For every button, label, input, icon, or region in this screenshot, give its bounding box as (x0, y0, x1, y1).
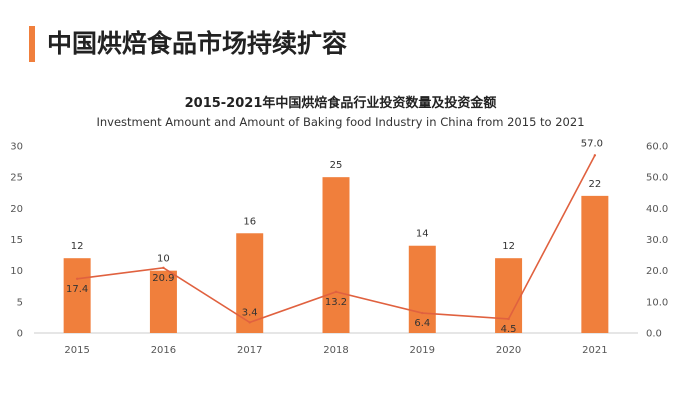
y-right-tick-label: 0.0 (646, 329, 662, 340)
title-accent-bar (29, 26, 35, 62)
line-point (75, 277, 79, 280)
line-point (593, 154, 597, 157)
bar-value-label: 12 (502, 241, 515, 252)
y-left-tick-label: 5 (17, 297, 23, 308)
chart-subtitle: Investment Amount and Amount of Baking f… (96, 115, 585, 129)
line-point (334, 290, 338, 294)
y-right-tick-label: 10.0 (646, 297, 668, 308)
y-right-tick-label: 60.0 (646, 142, 668, 153)
x-tick-label: 2017 (237, 345, 262, 356)
line-value-label: 17.4 (66, 284, 88, 295)
y-right-tick-label: 40.0 (646, 204, 668, 215)
line-point (421, 311, 424, 315)
y-left-tick-label: 15 (10, 235, 23, 246)
x-tick-label: 2016 (151, 345, 176, 356)
bar-value-label: 14 (416, 229, 429, 240)
x-tick-label: 2018 (323, 345, 348, 356)
bar-value-label: 22 (588, 179, 601, 190)
chart-title: 2015-2021年中国烘焙食品行业投资数量及投资金额 (184, 96, 497, 111)
bar-series (63, 177, 609, 333)
page-title: 中国烘焙食品市场持续扩容 (47, 29, 348, 58)
line-point (507, 317, 510, 321)
bar-value-label: 16 (243, 216, 256, 227)
y-left-tick-label: 20 (10, 204, 23, 215)
x-tick-label: 2015 (64, 345, 89, 356)
bar (63, 258, 91, 333)
line-value-label: 6.4 (414, 318, 430, 329)
line-point (162, 266, 165, 270)
y-left-tick-label: 30 (10, 142, 23, 153)
y-left-tick-label: 25 (10, 173, 23, 184)
line-value-label: 57.0 (581, 138, 603, 149)
bar (495, 258, 523, 333)
bar (581, 195, 609, 333)
axis-layer: 0 5 10 15 20 25 30 0.0 10.0 20.0 30.0 40.0 50.0 60.0 2… (10, 142, 668, 357)
y-left-tick-label: 0 (17, 329, 23, 340)
bar (322, 177, 350, 333)
bar (149, 270, 177, 333)
y-right-tick-label: 30.0 (646, 235, 668, 246)
line-value-label: 4.5 (501, 324, 517, 335)
y-right-tick-label: 20.0 (646, 266, 668, 277)
line-point (248, 321, 251, 324)
bar-value-label: 25 (330, 160, 343, 171)
bar-value-label: 12 (71, 241, 84, 252)
x-tick-label: 2019 (410, 345, 435, 356)
x-tick-label: 2020 (496, 345, 521, 356)
line-value-label: 3.4 (242, 307, 258, 318)
y-left-tick-label: 10 (10, 266, 23, 277)
data-labels: 12 10 16 25 14 12 22 17.4 20.9 3.4 13.2 6.4 4.5 57.0 (66, 138, 603, 335)
line-series (75, 154, 597, 324)
bar-value-label: 10 (157, 254, 170, 265)
line-value-label: 20.9 (152, 273, 174, 284)
bar (408, 245, 436, 333)
line-value-label: 13.2 (325, 297, 347, 308)
y-right-tick-label: 50.0 (646, 173, 668, 184)
x-tick-label: 2021 (582, 345, 607, 356)
